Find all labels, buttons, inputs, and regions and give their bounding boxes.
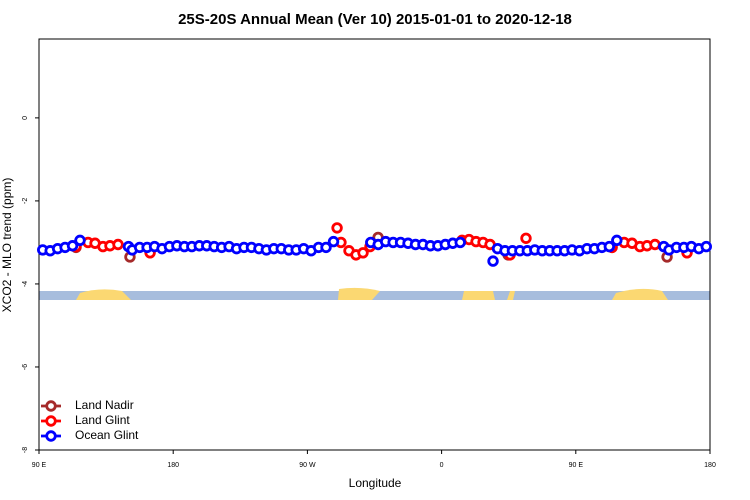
legend-marker bbox=[45, 415, 57, 427]
land-ocean-strip bbox=[39, 287, 710, 300]
y-tick-label: -4 bbox=[22, 281, 29, 287]
land-patch bbox=[612, 288, 668, 300]
point bbox=[700, 240, 712, 253]
point bbox=[74, 234, 86, 247]
y-tick-label: 0 bbox=[22, 116, 29, 120]
point bbox=[327, 235, 340, 248]
x-tick-label: 90 W bbox=[299, 462, 316, 469]
point bbox=[603, 240, 616, 253]
legend-marker bbox=[45, 430, 57, 442]
y-axis-label: XCO2 - MLO trend (ppm) bbox=[0, 178, 14, 313]
point bbox=[520, 232, 532, 244]
legend-label: Ocean Glint bbox=[75, 428, 139, 442]
y-tick-label: -6 bbox=[22, 364, 29, 370]
point bbox=[611, 234, 623, 247]
point bbox=[66, 240, 79, 252]
x-tick-label: 90 E bbox=[569, 462, 584, 469]
series bbox=[37, 234, 712, 267]
point bbox=[357, 247, 369, 259]
point bbox=[649, 238, 661, 251]
land-patch bbox=[462, 291, 495, 300]
point bbox=[320, 241, 332, 254]
point bbox=[487, 255, 499, 267]
x-tick-label: 0 bbox=[440, 462, 444, 469]
land-patch bbox=[76, 289, 131, 300]
legend-label: Land Nadir bbox=[75, 398, 134, 412]
x-tick-label: 90 E bbox=[32, 462, 47, 469]
land-patch bbox=[507, 291, 515, 300]
legend-marker bbox=[45, 400, 57, 412]
x-axis-label: Longitude bbox=[349, 476, 402, 490]
land-patch bbox=[338, 287, 380, 300]
x-tick-label: 180 bbox=[167, 462, 179, 469]
point bbox=[112, 238, 124, 251]
point bbox=[454, 236, 466, 249]
x-tick-label: 180 bbox=[704, 462, 716, 469]
point bbox=[331, 222, 343, 234]
y-tick-label: -2 bbox=[22, 198, 29, 204]
chart-title: 25S-20S Annual Mean (Ver 10) 2015-01-01 … bbox=[178, 11, 572, 28]
y-tick-label: -8 bbox=[22, 447, 29, 453]
legend-label: Land Glint bbox=[75, 413, 130, 427]
